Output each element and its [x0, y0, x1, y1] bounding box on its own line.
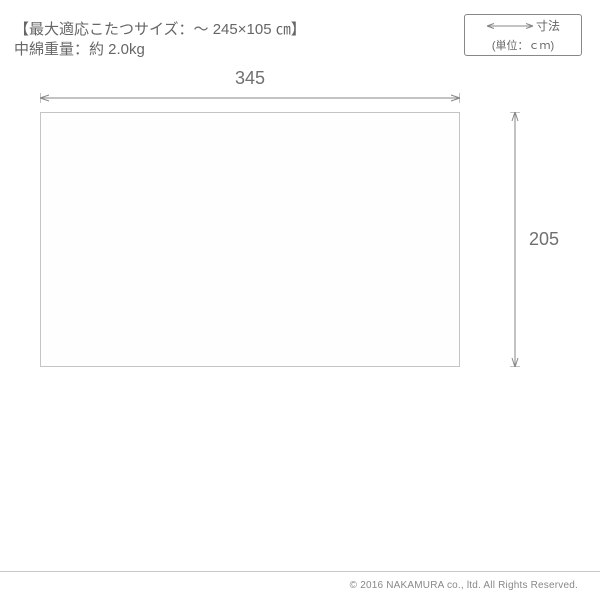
header-line-2: 中綿重量：約 2.0kg — [14, 38, 145, 59]
height-dimension-arrow — [505, 112, 525, 367]
right-arrow-group — [510, 112, 520, 367]
width-dimension-value: 345 — [40, 68, 460, 89]
dimension-diagram: 345 205 — [40, 80, 560, 475]
footer-divider — [0, 571, 600, 572]
copyright-text: © 2016 NAKAMURA co., ltd. All Rights Res… — [350, 580, 578, 591]
legend-unit: (単位：ｃｍ) — [492, 37, 554, 53]
double-arrow-icon — [486, 21, 534, 31]
legend-arrow-group — [487, 23, 533, 28]
page: 【最大適応こたつサイズ：～ 245×105 ㎝】 中綿重量：約 2.0kg 寸法… — [0, 0, 600, 600]
legend-box: 寸法 (単位：ｃｍ) — [464, 14, 582, 56]
height-dimension-value: 205 — [529, 229, 599, 250]
header-line-1: 【最大適応こたつサイズ：～ 245×105 ㎝】 — [14, 18, 306, 39]
legend-label: 寸法 — [536, 17, 560, 34]
legend-top-row: 寸法 — [486, 17, 560, 34]
width-dimension-arrow — [40, 88, 460, 108]
product-rectangle — [40, 112, 460, 367]
top-arrow-group — [40, 93, 460, 103]
